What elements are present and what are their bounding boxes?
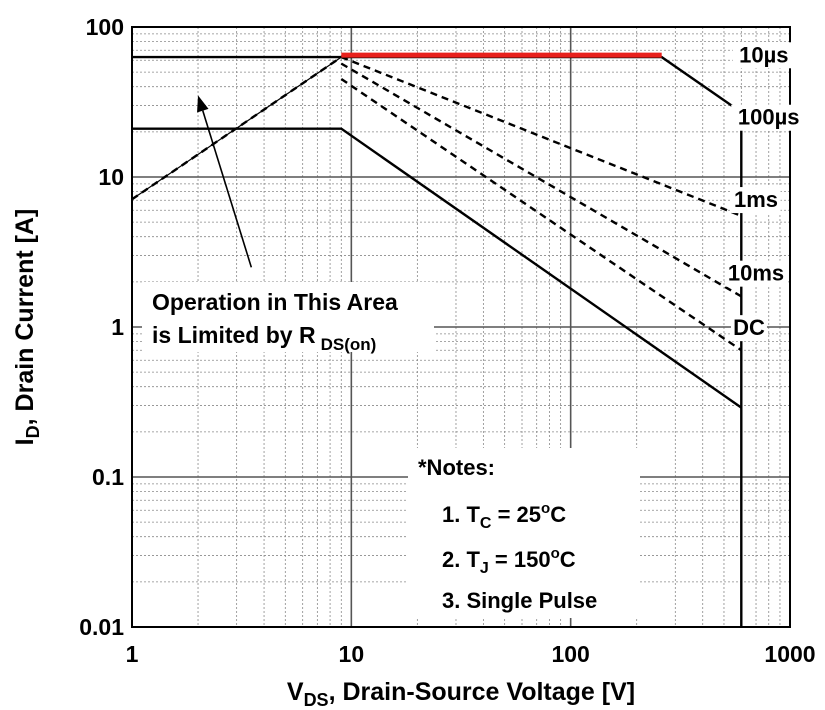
annotation-line-2-main: is Limited by R — [152, 322, 316, 348]
y-tick-label: 0.1 — [92, 464, 124, 490]
curve-label-background — [725, 260, 788, 287]
annotation-arrowhead — [197, 95, 209, 113]
y-tick-label: 10 — [98, 164, 124, 190]
notes-background — [408, 448, 640, 618]
series-line-10ms — [340, 78, 742, 352]
y-axis-title: ID, Drain Current [A] — [11, 209, 43, 446]
y-tick-label: 100 — [86, 14, 124, 40]
curve-label-background — [732, 42, 795, 69]
annotation-arrow — [202, 110, 253, 268]
tick-layer: 1 10 100 1000 0.01 0.1 1 10 100 — [79, 14, 815, 667]
y-tick-label: 1 — [111, 314, 124, 340]
note-item-1: 1. TC = 25oC — [442, 500, 566, 532]
series-line-1ms — [340, 62, 742, 298]
x-tick-label: 100 — [551, 641, 589, 667]
x-axis-title: VDS, Drain-Source Voltage [V] — [287, 678, 635, 710]
curve-label-background — [730, 315, 767, 342]
annotation-line-2: is Limited by R DS(on) — [152, 322, 376, 354]
curve-label-10ms: 10ms — [728, 261, 784, 286]
curve-label-dc: DC — [733, 315, 765, 340]
curve-label-background — [731, 187, 781, 214]
series-line-dc — [132, 127, 742, 409]
annotation-line-1: Operation in This Area — [152, 289, 398, 315]
x-tick-label: 1000 — [764, 641, 815, 667]
x-tick-label: 10 — [339, 641, 365, 667]
rds-limit-line — [131, 56, 342, 200]
note-item-2: 2. TJ = 150oC — [442, 545, 576, 577]
curve-label-1ms: 1ms — [734, 187, 778, 212]
plot-frame — [131, 26, 791, 628]
x-tick-label: 1 — [126, 641, 139, 667]
notes-title: *Notes: — [418, 455, 495, 480]
note-item-3: 3. Single Pulse — [442, 588, 597, 613]
series-line-100us — [340, 55, 742, 218]
curve-label-background — [731, 104, 807, 131]
curve-layer — [131, 52, 743, 627]
curve-label-100us: 100µs — [738, 105, 800, 130]
annotation-line-2-sub: DS(on) — [321, 335, 377, 354]
curve-label-layer: 10µs 100µs 1ms 10ms DC — [725, 42, 807, 342]
annotation-background — [142, 282, 434, 352]
annotation-box: Operation in This Area is Limited by R DS… — [142, 282, 434, 354]
y-tick-label: 0.01 — [79, 614, 124, 640]
notes-box: *Notes: 1. TC = 25oC 2. TJ = 150oC 3. Si… — [408, 448, 640, 618]
curve-label-10us: 10µs — [739, 42, 788, 67]
